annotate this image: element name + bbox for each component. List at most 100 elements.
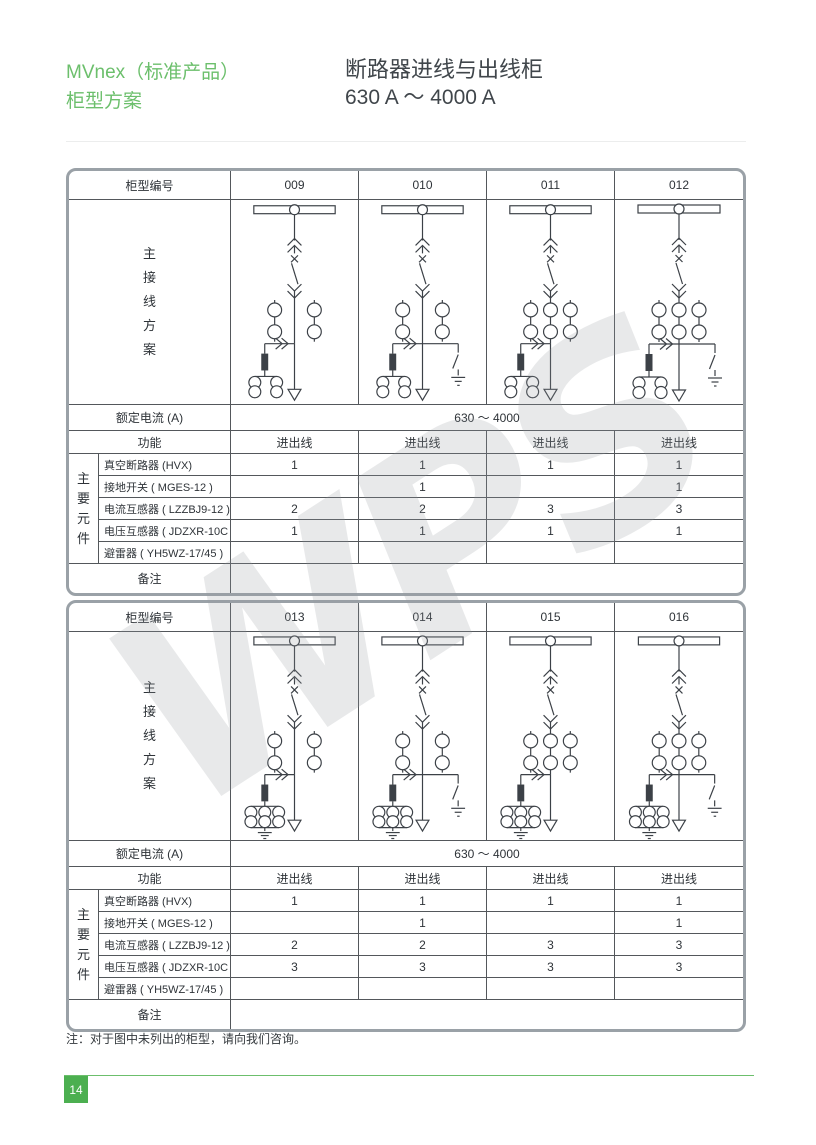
row-function: 功能 进出线 进出线 进出线 进出线: [69, 431, 743, 454]
main-components-label: 主要元件: [69, 454, 99, 563]
row-rated-current: 额定电流 (A) 630 ～ 4000: [69, 405, 743, 431]
cabinet-code-label: 柜型编号: [69, 171, 231, 199]
page-title-line2: 630 A ～ 4000 A: [345, 86, 496, 109]
component-value: 3: [487, 956, 615, 977]
rated-current-value: 630 ～ 4000: [454, 411, 520, 425]
component-value: 3: [675, 501, 683, 516]
main-scheme-label-text: 主接线方案: [143, 676, 156, 796]
component-name: 接地开关 ( MGES-12 ): [99, 912, 231, 933]
component-name: 真空断路器 (HVX): [99, 890, 231, 911]
component-row: 电流互感器 ( LZZBJ9-12 ) 2 2 3 3: [99, 498, 743, 520]
row-remarks: 备注: [69, 564, 743, 593]
cabinet-code-value: 015: [487, 603, 615, 631]
section-title-line2: 柜型方案: [66, 91, 143, 112]
scheme-diagram-cell: [359, 200, 487, 404]
cabinet-code-value: 012: [668, 178, 690, 192]
component-row: 电压互感器 ( JDZXR-10C ) 3 3 3 3: [99, 956, 743, 978]
main-scheme-char: 主: [142, 680, 156, 695]
header-divider: [66, 141, 746, 142]
component-value: 2: [231, 498, 359, 519]
single-line-diagram: [372, 635, 466, 840]
component-name: 电流互感器 ( LZZBJ9-12 ): [99, 498, 231, 519]
component-value: 3: [487, 498, 615, 519]
main-components-char: 主: [76, 906, 90, 922]
main-scheme-char: 接: [142, 704, 156, 719]
remarks-value: [231, 1000, 743, 1029]
component-value: [231, 476, 359, 497]
component-value: 1: [675, 915, 683, 930]
remarks-label: 备注: [69, 564, 231, 593]
single-line-diagram: [244, 635, 336, 840]
component-value: 1: [675, 893, 683, 908]
main-components-char: 件: [76, 966, 90, 982]
component-name: 接地开关 ( MGES-12 ): [99, 476, 231, 497]
function-value: 进出线: [487, 431, 615, 453]
main-components-char: 要: [76, 926, 90, 942]
component-value: [231, 978, 359, 999]
single-line-diagram: [376, 204, 466, 402]
row-cabinet-code: 柜型编号 013 014 015 016: [69, 603, 743, 632]
main-scheme-char: 接: [142, 270, 156, 285]
component-name: 电压互感器 ( JDZXR-10C ): [99, 956, 231, 977]
function-label: 功能: [69, 867, 231, 889]
component-value: 1: [675, 479, 683, 494]
component-name: 避雷器 ( YH5WZ-17/45 ): [99, 542, 231, 563]
row-function: 功能 进出线 进出线 进出线 进出线: [69, 867, 743, 890]
component-value: 1: [675, 457, 683, 472]
footnote: 注：对于图中未列出的柜型，请向我们咨询。: [66, 1032, 307, 1046]
scheme-diagram-cell: [487, 200, 615, 404]
single-line-diagram: [248, 204, 336, 402]
component-row: 真空断路器 (HVX) 1 1 1 1: [99, 890, 743, 912]
component-value: [615, 542, 743, 563]
component-value: 1: [231, 520, 359, 541]
component-value: 1: [675, 523, 683, 538]
component-name: 电压互感器 ( JDZXR-10C ): [99, 520, 231, 541]
component-value: 1: [359, 520, 487, 541]
scheme-diagram-cell: [231, 632, 359, 840]
component-value: 1: [359, 476, 487, 497]
component-rows: 真空断路器 (HVX) 1 1 1 1 接地开关 ( MGES-12 ) 1 1 电流互感器 (…: [99, 454, 743, 563]
main-scheme-char: 线: [142, 728, 156, 743]
main-scheme-char: 线: [142, 294, 156, 309]
component-value: 3: [359, 956, 487, 977]
single-line-diagram: [504, 204, 592, 402]
footer-rule: [64, 1075, 754, 1076]
main-components-block: 主要元件真空断路器 (HVX) 1 1 1 1 接地开关 ( MGES-12 ) 1 1 电流互…: [69, 890, 743, 1000]
main-scheme-char: 案: [142, 776, 156, 791]
main-scheme-char: 主: [142, 246, 156, 261]
function-value: 进出线: [231, 867, 359, 889]
row-main-scheme: 主接线方案: [69, 632, 743, 841]
main-components-char: 主: [76, 470, 90, 486]
section-title: MVnex（标准产品） 柜型方案: [66, 58, 239, 116]
component-value: 1: [487, 454, 615, 475]
component-value: 1: [231, 890, 359, 911]
section-title-line1: MVnex（标准产品）: [66, 62, 240, 83]
function-value: 进出线: [231, 431, 359, 453]
cabinet-code-value: 014: [359, 603, 487, 631]
cabinet-code-value: 013: [231, 603, 359, 631]
main-components-char: 要: [76, 490, 90, 506]
component-rows: 真空断路器 (HVX) 1 1 1 1 接地开关 ( MGES-12 ) 1 1 电流互感器 (…: [99, 890, 743, 999]
function-value: 进出线: [487, 867, 615, 889]
component-row: 接地开关 ( MGES-12 ) 1 1: [99, 476, 743, 498]
row-rated-current: 额定电流 (A) 630 ～ 4000: [69, 841, 743, 867]
rated-current-value: 630 ～ 4000: [454, 847, 520, 861]
single-line-diagram: [632, 203, 722, 403]
remarks-label: 备注: [69, 1000, 231, 1029]
component-value: 3: [487, 934, 615, 955]
page-title-line1: 断路器进线与出线柜: [345, 57, 544, 82]
component-value: [359, 978, 487, 999]
rated-current-label: 额定电流 (A): [69, 841, 231, 866]
rated-current-label: 额定电流 (A): [69, 405, 231, 430]
component-value: 1: [359, 890, 487, 911]
component-value: [487, 542, 615, 563]
component-value: [231, 542, 359, 563]
component-value: [487, 978, 615, 999]
cabinet-code-value: 011: [487, 171, 615, 199]
component-row: 避雷器 ( YH5WZ-17/45 ): [99, 978, 743, 999]
function-value: 进出线: [359, 431, 487, 453]
main-components-char: 元: [76, 510, 90, 526]
component-row: 电流互感器 ( LZZBJ9-12 ) 2 2 3 3: [99, 934, 743, 956]
component-row: 接地开关 ( MGES-12 ) 1 1: [99, 912, 743, 934]
function-value: 进出线: [359, 867, 487, 889]
